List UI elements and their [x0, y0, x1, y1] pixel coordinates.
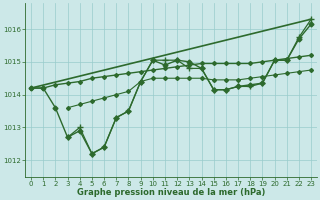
X-axis label: Graphe pression niveau de la mer (hPa): Graphe pression niveau de la mer (hPa)	[77, 188, 265, 197]
